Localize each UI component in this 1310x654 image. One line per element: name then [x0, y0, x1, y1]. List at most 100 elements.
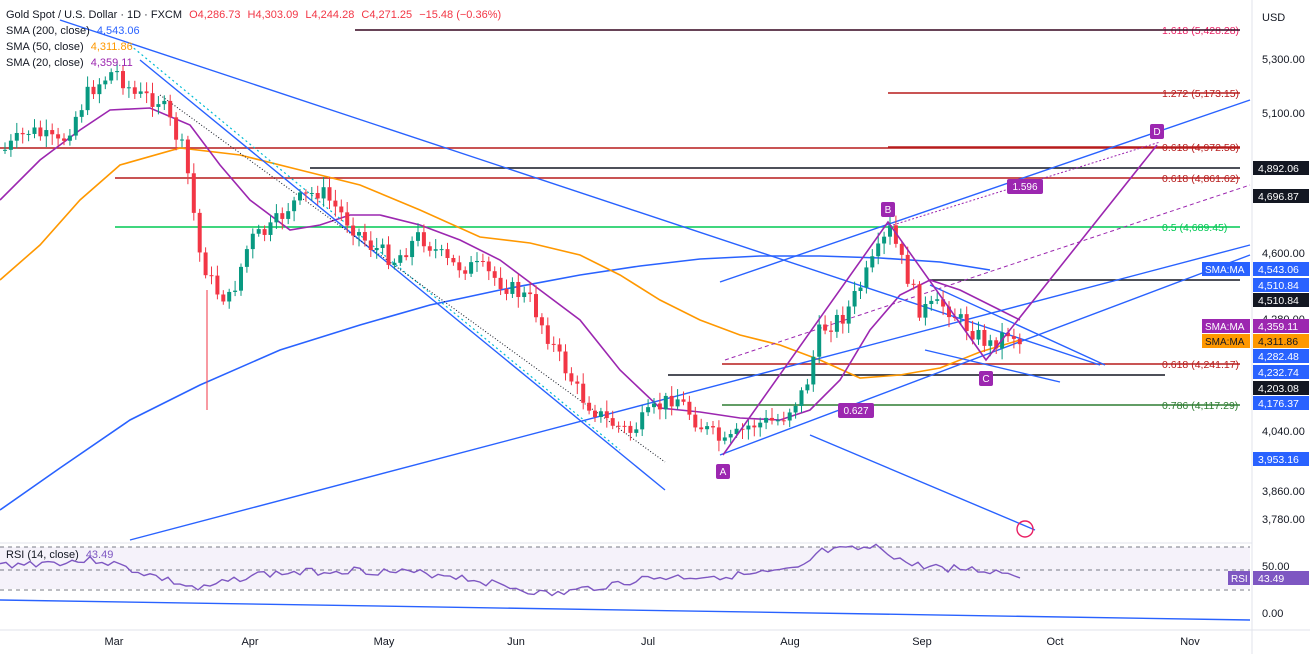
rsi-tag-value: 43.49: [1258, 573, 1284, 585]
moving-averages: [0, 107, 1021, 511]
price-tag: 4,510.84: [1258, 295, 1299, 307]
candle-body: [162, 100, 167, 105]
pattern-path: [722, 144, 1158, 456]
candle-body: [516, 281, 521, 298]
candle-body: [20, 132, 25, 135]
candle-body: [941, 299, 946, 307]
legend-sma200[interactable]: SMA (200, close) 4,543.06: [6, 23, 501, 39]
y-tick-label: 4,040.00: [1262, 426, 1305, 438]
candle-body: [923, 304, 928, 318]
price-tag-bg: [1253, 262, 1309, 276]
dotted-channel-line: [159, 94, 666, 463]
fib-label: 0.786 (4,117.29): [1162, 400, 1238, 412]
candle-body: [8, 140, 13, 150]
candle-body: [1006, 332, 1010, 337]
candle-body: [303, 192, 308, 194]
candle-body: [823, 324, 828, 331]
candle-body: [451, 258, 456, 263]
candle-body: [587, 402, 592, 411]
candle-body: [705, 426, 710, 430]
trendline: [719, 254, 1251, 456]
candle-body: [321, 187, 326, 199]
trendline: [129, 244, 1251, 541]
candle-body: [687, 401, 692, 415]
time-axis: Mar Apr May Jun Jul Aug Sep Oct Nov: [105, 636, 1201, 648]
candle-body: [262, 229, 267, 235]
y-tick-label: 5,300.00: [1262, 54, 1305, 66]
price-tag-bg: [1253, 293, 1309, 307]
price-tag: 4,696.87: [1258, 191, 1299, 203]
candle-body: [752, 425, 757, 428]
candle-body: [327, 187, 332, 201]
x-tick-label: Mar: [105, 636, 124, 648]
candle-body: [333, 200, 338, 207]
candle-body: [929, 300, 934, 305]
candlesticks: [3, 62, 1022, 452]
candle-body: [711, 426, 715, 428]
symbol-title[interactable]: Gold Spot / U.S. Dollar · 1D · FXCM: [6, 9, 183, 21]
candle-body: [598, 411, 603, 417]
candle-body: [870, 256, 875, 268]
candle-body: [657, 403, 662, 410]
candle-body: [185, 139, 190, 174]
price-tag: 4,311.86: [1258, 336, 1298, 348]
candle-body: [351, 225, 356, 236]
candle-body: [787, 412, 792, 421]
rsi-label: RSI (14, close): [6, 549, 79, 561]
pattern-label: D: [1153, 127, 1160, 138]
candle-body: [180, 139, 184, 141]
candle-body: [416, 232, 420, 241]
candle-body: [634, 429, 639, 433]
candle-body: [392, 262, 397, 265]
candle-body: [138, 91, 143, 94]
candle-body: [699, 427, 704, 430]
candle-body: [398, 255, 403, 263]
candle-body: [227, 291, 232, 302]
price-tag-label: SMA:MA: [1205, 265, 1245, 276]
rsi-tick: 50.00: [1262, 561, 1290, 573]
sma200-label: SMA (200, close): [6, 25, 90, 37]
candle-body: [958, 314, 963, 318]
candle-body: [156, 104, 161, 107]
ohlc-low: L4,244.28: [305, 9, 355, 21]
candle-body: [899, 243, 904, 255]
candle-body: [486, 261, 491, 272]
price-tag-bg: [1253, 161, 1309, 175]
price-tag-label-bg: [1202, 334, 1250, 348]
candle-body: [115, 71, 120, 73]
rsi-legend[interactable]: RSI (14, close) 43.49: [6, 549, 113, 561]
legend-sma20[interactable]: SMA (20, close) 4,359.11: [6, 55, 501, 71]
candle-body: [693, 414, 698, 428]
candle-body: [3, 149, 7, 151]
currency-label[interactable]: USD: [1262, 12, 1286, 24]
candle-body: [286, 211, 291, 219]
candle-body: [73, 116, 78, 136]
price-tag-bg: [1253, 189, 1309, 203]
chart-legend: Gold Spot / U.S. Dollar · 1D · FXCM O4,2…: [6, 7, 501, 71]
candle-body: [315, 193, 320, 199]
candle-body: [888, 225, 892, 237]
candle-body: [469, 262, 474, 274]
candle-body: [368, 240, 373, 250]
candle-body: [675, 399, 680, 407]
price-tag-label-bg: [1202, 319, 1250, 333]
candle-body: [404, 255, 409, 258]
candle-body: [362, 232, 367, 241]
sma50-value: 4,311.86: [90, 41, 133, 53]
candle-body: [811, 356, 816, 385]
ratio-marker: [1007, 179, 1043, 194]
pattern-marker: [979, 371, 993, 386]
sma20-line: [0, 107, 1021, 421]
sma200-value: 4,543.06: [96, 25, 140, 37]
candle-body: [917, 284, 922, 318]
legend-sma50[interactable]: SMA (50, close) 4,311.86: [6, 39, 501, 55]
candle-body: [964, 314, 969, 332]
candle-body: [746, 425, 751, 430]
candle-body: [876, 243, 881, 257]
trendline: [719, 99, 1251, 283]
candle-body: [646, 407, 651, 413]
ohlc-open: O4,286.73: [189, 9, 241, 21]
candle-body: [534, 294, 538, 318]
alert-icon: [1016, 520, 1034, 538]
